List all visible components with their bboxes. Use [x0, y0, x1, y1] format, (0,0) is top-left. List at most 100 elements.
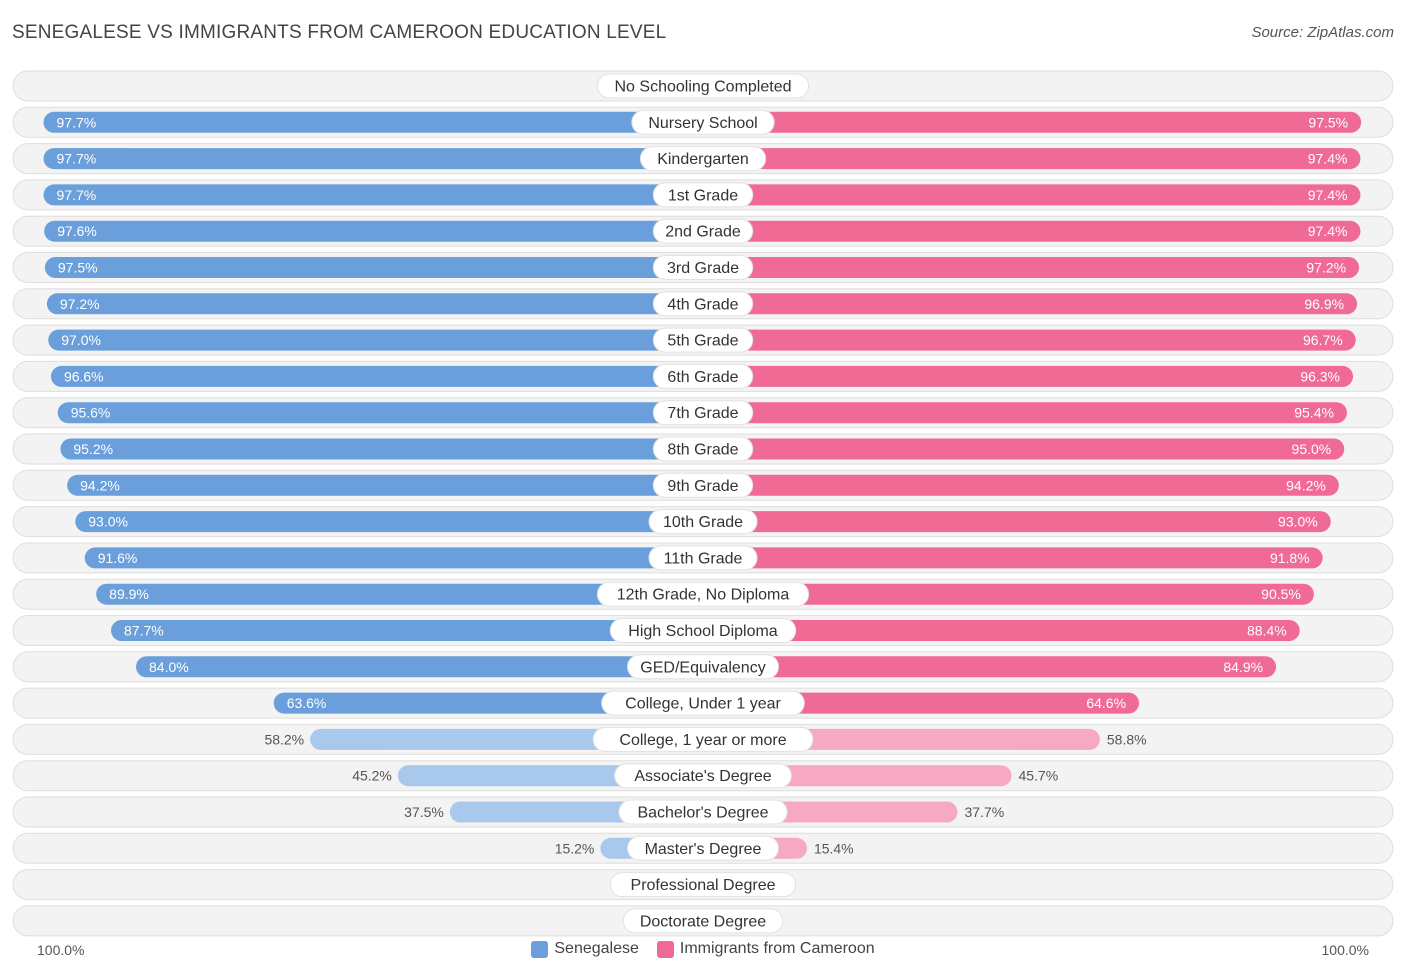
value-cameroon-high-school-diploma: 88.4% — [1247, 623, 1287, 639]
category-label-3rd-grade: 3rd Grade — [667, 260, 739, 277]
category-label-no-schooling-completed: No Schooling Completed — [615, 79, 792, 96]
category-label-bachelor-s-degree: Bachelor's Degree — [637, 805, 768, 822]
bar-cameroon-kindergarten — [703, 148, 1361, 170]
value-cameroon-12th-grade-no-diploma: 90.5% — [1261, 586, 1301, 602]
category-pill-master-s-degree — [627, 835, 779, 861]
category-pill-nursery-school — [631, 109, 775, 135]
value-senegalese-college-1-year-or-more: 58.2% — [264, 731, 304, 747]
value-senegalese-high-school-diploma: 87.7% — [124, 623, 164, 639]
category-label-12th-grade-no-diploma: 12th Grade, No Diploma — [617, 587, 790, 604]
category-pill-12th-grade-no-diploma — [596, 581, 810, 607]
value-senegalese-5th-grade: 97.0% — [61, 332, 101, 348]
bar-cameroon-ged-equivalency — [703, 656, 1277, 678]
category-label-8th-grade: 8th Grade — [667, 442, 738, 459]
value-senegalese-nursery-school: 97.7% — [57, 114, 97, 130]
bar-senegalese-4th-grade — [46, 293, 703, 315]
category-label-1st-grade: 1st Grade — [668, 187, 738, 204]
bar-cameroon-7th-grade — [703, 402, 1347, 424]
bar-cameroon-1st-grade — [703, 184, 1361, 206]
value-cameroon-kindergarten: 97.4% — [1308, 151, 1348, 167]
bar-senegalese-6th-grade — [50, 365, 703, 387]
value-senegalese-2nd-grade: 97.6% — [57, 223, 97, 239]
row-10th-grade: 93.0% 93.0% 10th Grade — [12, 506, 1394, 538]
category-pill-college-under-1-year — [601, 690, 805, 716]
category-label-nursery-school: Nursery School — [648, 115, 757, 132]
category-label-doctorate-degree: Doctorate Degree — [640, 913, 766, 930]
bar-senegalese-nursery-school — [43, 111, 703, 133]
chart-legend: Senegalese Immigrants from Cameroon — [0, 940, 1406, 958]
row-associate-s-degree: 45.2% 45.7% Associate's Degree — [12, 760, 1394, 792]
value-senegalese-kindergarten: 97.7% — [57, 151, 97, 167]
axis-right-label: 100.0% — [1321, 942, 1369, 958]
value-cameroon-4th-grade: 96.9% — [1304, 296, 1344, 312]
value-cameroon-college-1-year-or-more: 58.8% — [1107, 731, 1147, 747]
value-senegalese-7th-grade: 95.6% — [71, 405, 111, 421]
value-senegalese-bachelor-s-degree: 37.5% — [404, 804, 444, 820]
row-ged-equivalency: 84.0% 84.9% GED/Equivalency — [12, 651, 1394, 683]
bar-cameroon-3rd-grade — [703, 257, 1360, 278]
row-college-under-1-year: 63.6% 64.6% College, Under 1 year — [12, 687, 1394, 719]
category-label-7th-grade: 7th Grade — [667, 405, 738, 422]
category-pill-associate-s-degree — [614, 763, 792, 789]
legend-label-cameroon: Immigrants from Cameroon — [679, 940, 875, 957]
value-cameroon-bachelor-s-degree: 37.7% — [964, 804, 1004, 820]
category-pill-professional-degree — [609, 872, 797, 898]
value-cameroon-college-under-1-year: 64.6% — [1086, 695, 1126, 711]
category-label-college-1-year-or-more: College, 1 year or more — [619, 732, 786, 749]
row-12th-grade-no-diploma: 89.9% 90.5% 12th Grade, No Diploma — [12, 578, 1394, 610]
category-pill-doctorate-degree — [622, 908, 784, 934]
value-cameroon-nursery-school: 97.5% — [1308, 114, 1348, 130]
bar-cameroon-10th-grade — [703, 511, 1331, 533]
value-senegalese-master-s-degree: 15.2% — [555, 840, 595, 856]
row-professional-degree: 4.6%4.3%Professional Degree — [12, 869, 1394, 901]
value-cameroon-6th-grade: 96.3% — [1300, 368, 1340, 384]
legend-swatch-cameroon — [656, 940, 674, 958]
value-senegalese-6th-grade: 96.6% — [64, 368, 104, 384]
bar-senegalese-12th-grade-no-diploma — [96, 583, 704, 605]
value-cameroon-11th-grade: 91.8% — [1270, 550, 1310, 566]
bar-cameroon-11th-grade — [703, 547, 1323, 569]
legend-item-senegalese[interactable]: Senegalese — [531, 940, 639, 958]
category-pill-1st-grade — [652, 182, 754, 208]
row-kindergarten: 97.7% 97.4% Kindergarten — [12, 143, 1394, 175]
value-senegalese-10th-grade: 93.0% — [88, 514, 128, 530]
bar-senegalese-high-school-diploma — [111, 620, 703, 641]
bar-senegalese-college-under-1-year — [273, 692, 703, 714]
bar-senegalese-9th-grade — [67, 474, 703, 496]
category-label-4th-grade: 4th Grade — [667, 296, 738, 313]
category-label-professional-degree: Professional Degree — [631, 877, 776, 894]
value-cameroon-1st-grade: 97.4% — [1308, 187, 1348, 203]
row-2nd-grade: 97.6% 97.4% 2nd Grade — [12, 215, 1394, 247]
category-label-high-school-diploma: High School Diploma — [628, 623, 778, 640]
row-4th-grade: 97.2% 96.9% 4th Grade — [12, 288, 1394, 320]
value-senegalese-8th-grade: 95.2% — [73, 441, 113, 457]
category-pill-11th-grade — [648, 545, 758, 571]
value-cameroon-3rd-grade: 97.2% — [1306, 260, 1346, 276]
legend-item-cameroon[interactable]: Immigrants from Cameroon — [656, 940, 875, 958]
category-pill-9th-grade — [652, 472, 754, 498]
row-7th-grade: 95.6% 95.4% 7th Grade — [12, 397, 1394, 429]
value-cameroon-7th-grade: 95.4% — [1294, 405, 1334, 421]
category-label-master-s-degree: Master's Degree — [645, 841, 762, 858]
value-cameroon-5th-grade: 96.7% — [1303, 332, 1343, 348]
bar-senegalese-2nd-grade — [44, 220, 703, 242]
category-label-2nd-grade: 2nd Grade — [665, 224, 741, 241]
category-pill-bachelor-s-degree — [618, 799, 788, 825]
value-senegalese-1st-grade: 97.7% — [57, 187, 97, 203]
row-nursery-school: 97.7% 97.5% Nursery School — [12, 106, 1394, 138]
category-pill-6th-grade — [652, 363, 754, 389]
category-label-college-under-1-year: College, Under 1 year — [625, 696, 781, 713]
bar-cameroon-12th-grade-no-diploma — [703, 583, 1314, 605]
row-no-schooling-completed: 2.3%2.5%No Schooling Completed — [12, 70, 1394, 102]
row-high-school-diploma: 87.7% 88.4% High School Diploma — [12, 615, 1394, 646]
category-label-kindergarten: Kindergarten — [657, 151, 749, 168]
category-pill-10th-grade — [648, 509, 758, 535]
category-label-5th-grade: 5th Grade — [667, 333, 738, 350]
value-senegalese-3rd-grade: 97.5% — [58, 260, 98, 276]
category-label-9th-grade: 9th Grade — [667, 478, 738, 495]
category-pill-ged-equivalency — [627, 654, 779, 680]
chart-title: SENEGALESE VS IMMIGRANTS FROM CAMEROON E… — [12, 22, 667, 43]
category-pill-4th-grade — [652, 291, 754, 317]
bar-cameroon-5th-grade — [703, 329, 1356, 351]
value-cameroon-associate-s-degree: 45.7% — [1018, 768, 1058, 784]
